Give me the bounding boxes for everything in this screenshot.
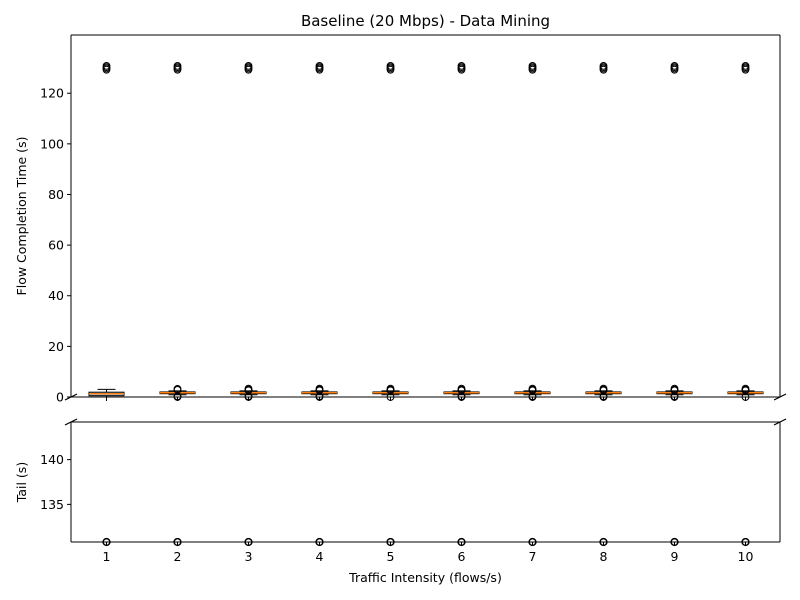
chart-title: Baseline (20 Mbps) - Data Mining — [301, 12, 550, 30]
x-tick-label: 10 — [738, 549, 754, 564]
tail-outlier-point — [528, 537, 537, 547]
x-tick-label: 4 — [316, 549, 324, 564]
outlier-point — [741, 61, 750, 70]
outlier-point — [386, 61, 395, 70]
x-tick-label: 7 — [529, 549, 537, 564]
tail-outlier-point — [386, 537, 395, 547]
axis-break-mark — [773, 418, 787, 426]
tail-outlier-point — [457, 537, 466, 547]
outlier-point — [244, 384, 253, 393]
outlier-point — [173, 61, 182, 70]
main-y-axis-label: Flow Completion Time (s) — [14, 137, 29, 296]
y-tick-label: 140 — [40, 452, 64, 467]
tail-outlier-point — [244, 537, 253, 547]
x-tick-label: 5 — [387, 549, 395, 564]
x-tick-label: 2 — [174, 549, 182, 564]
x-tick-label: 9 — [671, 549, 679, 564]
box-9 — [656, 61, 693, 401]
outlier-point — [670, 61, 679, 70]
box-8 — [585, 61, 622, 401]
y-tick-label: 120 — [40, 86, 64, 101]
outlier-point — [173, 384, 182, 393]
tail-outlier-point — [102, 537, 111, 547]
box-10 — [727, 61, 764, 401]
outlier-point — [457, 384, 466, 393]
y-tick-label: 100 — [40, 136, 64, 151]
y-tick-label: 0 — [56, 390, 64, 405]
outlier-point — [386, 384, 395, 393]
x-tick-label: 6 — [458, 549, 466, 564]
x-tick-label: 8 — [600, 549, 608, 564]
outlier-point — [244, 61, 253, 70]
box-6 — [443, 61, 480, 401]
box-4 — [301, 61, 338, 401]
y-tick-label: 20 — [48, 339, 64, 354]
box-7 — [514, 61, 551, 401]
y-tick-label: 135 — [40, 497, 64, 512]
x-tick-label: 1 — [103, 549, 111, 564]
y-tick-label: 40 — [48, 288, 64, 303]
x-axis-label: Traffic Intensity (flows/s) — [348, 570, 502, 585]
y-tick-label: 80 — [48, 187, 64, 202]
outlier-point — [315, 61, 324, 70]
outlier-point — [528, 61, 537, 70]
outlier-point — [741, 384, 750, 393]
tail-outlier-point — [670, 537, 679, 547]
outlier-point — [670, 384, 679, 393]
box-1 — [88, 61, 125, 398]
box-2 — [159, 61, 196, 401]
axis-break-mark — [64, 418, 78, 426]
tail-y-axis-label: Tail (s) — [14, 462, 29, 503]
box-5 — [372, 61, 409, 401]
box-3 — [230, 61, 267, 401]
outlier-point — [599, 384, 608, 393]
plot-area: 0 20 40 60 80 100 120 135 140 1 2 3 4 5 6 7 8 9 10 — [40, 34, 787, 564]
y-tick-label: 60 — [48, 238, 64, 253]
x-tick-label: 3 — [245, 549, 253, 564]
axis-break-mark — [773, 393, 787, 401]
outlier-point — [599, 61, 608, 70]
tail-outlier-point — [741, 537, 750, 547]
tail-outlier-point — [315, 537, 324, 547]
tail-outlier-point — [599, 537, 608, 547]
outlier-point — [315, 384, 324, 393]
tail-outlier-point — [173, 537, 182, 547]
outlier-point — [528, 384, 537, 393]
outlier-point — [102, 61, 111, 70]
outlier-point — [457, 61, 466, 70]
